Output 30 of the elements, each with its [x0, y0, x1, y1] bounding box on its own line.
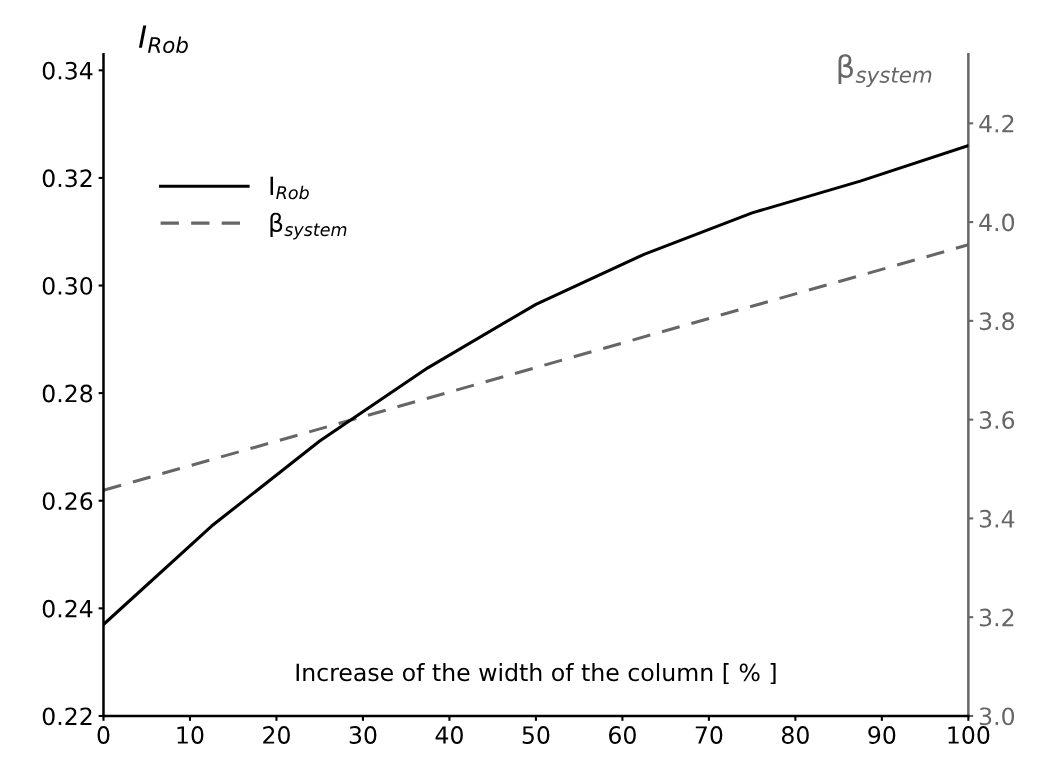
- x-tick-label: 90: [868, 726, 896, 744]
- y-tick-label: 0.30: [42, 276, 93, 295]
- x-tick-label: 50: [522, 726, 550, 744]
- x-tick-label: 20: [263, 726, 290, 744]
- y-axis-title: I$_{Rob}$: [138, 25, 188, 54]
- y-tick-label: 0.22: [42, 707, 92, 726]
- legend-label: β$_{system}$: [270, 212, 347, 240]
- x-axis-title: Increase of the width of the column [ % ]: [296, 663, 776, 685]
- y-tick-label: 0.32: [42, 169, 92, 188]
- y-tick-label: 0.28: [42, 384, 93, 403]
- y-tick-label: 0.26: [42, 492, 93, 511]
- x-tick-label: 80: [781, 726, 809, 744]
- x-tick-label: 70: [695, 726, 723, 744]
- y2-tick-label: 3.6: [979, 411, 1015, 429]
- x-tick-label: 40: [435, 726, 463, 744]
- y2-tick-label: 3.0: [979, 707, 1015, 726]
- x-tick-label: 0: [97, 726, 110, 744]
- y2-tick-label: 4.0: [979, 213, 1015, 232]
- y2-tick-label: 3.2: [979, 608, 1014, 627]
- y-tick-label: 0.24: [42, 599, 93, 618]
- x-tick-label: 30: [349, 726, 377, 744]
- x-tick-label: 60: [609, 726, 636, 744]
- legend-label: I$_{Rob}$: [270, 176, 309, 200]
- x-tick-label: 100: [948, 726, 990, 744]
- y-tick-label: 0.34: [42, 61, 93, 80]
- y2-tick-label: 3.4: [979, 509, 1015, 528]
- y2-axis-title: β$_{system}$: [838, 54, 932, 88]
- y2-tick-label: 4.2: [979, 114, 1014, 133]
- x-tick-label: 10: [177, 726, 204, 744]
- y2-tick-label: 3.8: [979, 312, 1015, 331]
